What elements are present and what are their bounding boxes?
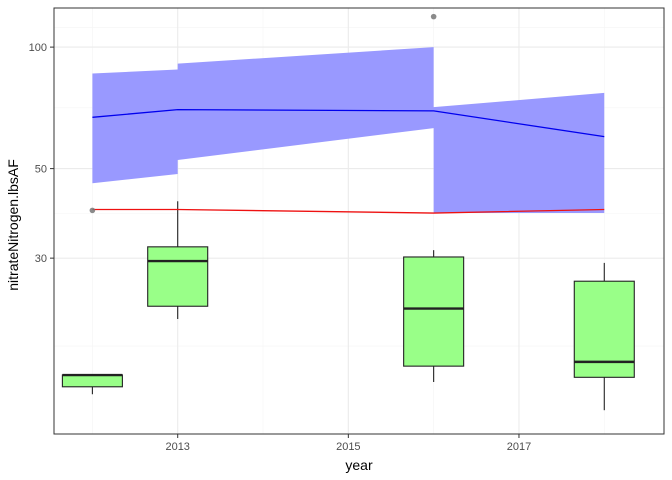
y-tick-label: 100 [29,42,47,54]
outlier-point [430,13,437,20]
y-tick-label: 30 [35,253,47,265]
box-body [147,246,209,307]
box-2018 [573,262,635,411]
x-tick-label: 2013 [165,441,189,453]
confidence-band [92,47,605,214]
y-axis-title: nitrateNitrogen.lbsAF [5,159,21,291]
box-2012 [61,373,123,395]
box-2016 [403,250,465,382]
outliers [89,13,437,214]
box-plots [61,201,635,411]
box-body [403,256,465,367]
y-tick-label: 50 [35,164,47,176]
y-axis: 30 50 100 [29,42,54,265]
x-axis: 2013 2015 2017 [165,434,531,453]
trend-lines [92,108,605,214]
panel-border [53,7,665,435]
outlier-point [89,207,96,214]
x-tick-label: 2015 [336,441,360,453]
red-trend-line [92,208,605,214]
x-axis-title: year [345,457,373,473]
box-2013 [147,201,209,319]
box-body [61,374,123,388]
x-tick-label: 2017 [507,441,531,453]
confidence-band-area [92,47,605,214]
blue-trend-line [92,108,605,138]
